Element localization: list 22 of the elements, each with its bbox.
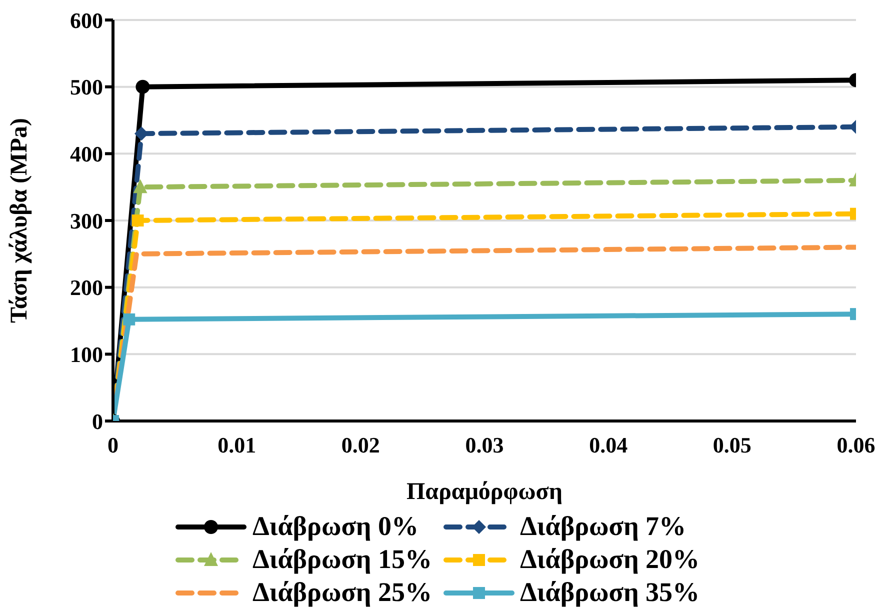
y-tick-label: 400 [70, 141, 103, 166]
y-axis-title: Τάση χάλυβα (MPa) [6, 118, 33, 323]
legend-label: Διάβρωση 15% [252, 544, 432, 575]
x-tick-label: 0.03 [465, 432, 504, 458]
y-tick-label: 300 [70, 208, 103, 234]
legend-label: Διάβρωση 0% [252, 511, 418, 542]
y-tick-label: 0 [92, 408, 103, 434]
legend-label: Διάβρωση 25% [252, 577, 432, 608]
legend-label: Διάβρωση 20% [520, 544, 700, 575]
x-tick-label: 0.05 [712, 432, 752, 458]
y-tick-label: 600 [70, 8, 103, 33]
x-tick-label: 0.01 [218, 432, 256, 458]
x-tick-label: 0.02 [341, 432, 380, 458]
legend-label: Διάβρωση 7% [520, 511, 686, 542]
y-tick-label: 200 [70, 275, 103, 300]
x-axis-title: Παραμόρφωση [406, 479, 562, 505]
x-tick-label: 0.06 [836, 432, 876, 458]
x-tick-label: 0.04 [589, 432, 628, 458]
x-tick-label: 0 [108, 432, 118, 458]
y-tick-label: 500 [70, 74, 103, 100]
legend-label: Διάβρωση 35% [520, 577, 700, 608]
y-tick-label: 100 [70, 342, 103, 367]
